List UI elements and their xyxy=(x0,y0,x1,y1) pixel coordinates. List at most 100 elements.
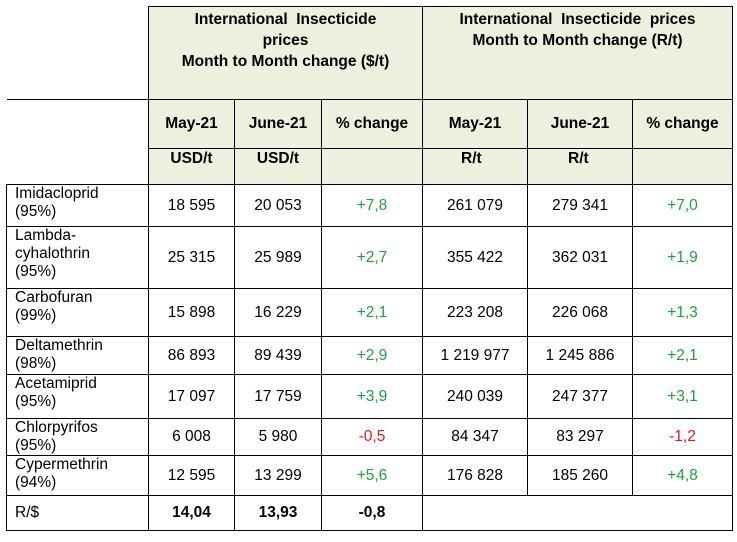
usd-june-price: 25 989 xyxy=(234,226,322,289)
product-name: Acetamiprid (95%) xyxy=(6,374,149,419)
zar-may-price: 1 219 977 xyxy=(422,336,528,375)
unit-zar-change xyxy=(632,148,733,185)
exchange-rate-row: R/$ 14,04 13,93 -0,8 xyxy=(6,495,733,531)
usd-june-price: 20 053 xyxy=(234,184,322,227)
usd-percent-change: +2,7 xyxy=(321,226,423,289)
col-header-zar-june: June-21 xyxy=(527,99,633,149)
product-name-line: Chlorpyrifos xyxy=(15,419,98,437)
unit-usd-change xyxy=(321,148,423,185)
usd-title-line1: International Insecticide xyxy=(194,11,377,28)
zar-title-line2: Month to Month change (R/t) xyxy=(472,32,683,49)
usd-prices-header: International Insecticide prices Month t… xyxy=(148,6,423,100)
table-row: Imidacloprid (95%) 18 595 20 053 +7,8 261 079… xyxy=(6,184,733,227)
zar-june-price: 279 341 xyxy=(527,184,633,227)
zar-may-price: 223 208 xyxy=(422,288,528,337)
product-name-line: Deltamethrin xyxy=(15,337,103,355)
zar-june-price: 247 377 xyxy=(527,374,633,419)
usd-percent-change: +5,6 xyxy=(321,455,423,496)
usd-percent-change: +3,9 xyxy=(321,374,423,419)
zar-percent-change: +1,3 xyxy=(632,288,733,337)
product-name: Cypermethrin (94%) xyxy=(6,455,149,496)
zar-june-price: 226 068 xyxy=(527,288,633,337)
usd-june-price: 16 229 xyxy=(234,288,322,337)
zar-percent-change: +7,0 xyxy=(632,184,733,227)
usd-percent-change: +2,9 xyxy=(321,336,423,375)
table-row: Chlorpyrifos (95%) 6 008 5 980 -0,5 84 347 83 … xyxy=(6,418,733,456)
product-name: Chlorpyrifos (95%) xyxy=(6,418,149,456)
usd-may-price: 12 595 xyxy=(148,455,235,496)
product-name-line: Imidacloprid xyxy=(15,185,99,203)
table-row: Lambda-cyhalothrin (95%) 25 315 25 989 +2,7 3… xyxy=(6,226,733,289)
table-row: Carbofuran (99%) 15 898 16 229 +2,1 223 208 22… xyxy=(6,288,733,337)
product-name-line: (94%) xyxy=(15,474,57,491)
product-name-line: Carbofuran xyxy=(15,289,93,307)
col-header-usd-may: May-21 xyxy=(148,99,235,149)
product-name-line: (95%) xyxy=(15,263,57,280)
unit-usd-june: USD/t xyxy=(234,148,322,185)
usd-june-price: 17 759 xyxy=(234,374,322,419)
zar-june-price: 185 260 xyxy=(527,455,633,496)
zar-may-price: 261 079 xyxy=(422,184,528,227)
product-name-line: Lambda- xyxy=(15,227,77,245)
zar-title-line1: International Insecticide prices xyxy=(459,11,696,28)
zar-percent-change: +3,1 xyxy=(632,374,733,419)
blank-corner xyxy=(6,6,149,100)
col-header-usd-june: June-21 xyxy=(234,99,322,149)
usd-may-price: 25 315 xyxy=(148,226,235,289)
product-name: Lambda-cyhalothrin (95%) xyxy=(6,226,149,289)
zar-percent-change: +1,9 xyxy=(632,226,733,289)
unit-zar-june: R/t xyxy=(527,148,633,185)
product-name-line: (95%) xyxy=(15,203,57,220)
unit-zar-may: R/t xyxy=(422,148,528,185)
exchange-rate-may: 14,04 xyxy=(148,495,235,531)
usd-june-price: 5 980 xyxy=(234,418,322,456)
exchange-rate-change: -0,8 xyxy=(321,495,423,531)
zar-june-price: 83 297 xyxy=(527,418,633,456)
table-row: Deltamethrin (98%) 86 893 89 439 +2,9 1 219 9… xyxy=(6,336,733,375)
zar-may-price: 240 039 xyxy=(422,374,528,419)
zar-prices-header: International Insecticide prices Month t… xyxy=(422,6,733,100)
product-name-line: (98%) xyxy=(15,355,57,372)
product-name: Deltamethrin (98%) xyxy=(6,336,149,375)
product-name-line: (95%) xyxy=(15,437,57,454)
table-row: Cypermethrin (94%) 12 595 13 299 +5,6 176 828… xyxy=(6,455,733,496)
usd-may-price: 18 595 xyxy=(148,184,235,227)
usd-may-price: 86 893 xyxy=(148,336,235,375)
product-name-line: cyhalothrin xyxy=(15,245,90,262)
usd-may-price: 17 097 xyxy=(148,374,235,419)
zar-may-price: 176 828 xyxy=(422,455,528,496)
product-name-line: Cypermethrin xyxy=(15,456,109,474)
exchange-rate-label: R/$ xyxy=(6,495,149,531)
col-header-usd-change: % change xyxy=(321,99,423,149)
product-name: Carbofuran (99%) xyxy=(6,288,149,337)
usd-june-price: 89 439 xyxy=(234,336,322,375)
blank-corner xyxy=(6,99,149,149)
blank-corner xyxy=(6,148,149,185)
usd-title-line3: Month to Month change ($/t) xyxy=(181,53,390,70)
usd-june-price: 13 299 xyxy=(234,455,322,496)
usd-percent-change: -0,5 xyxy=(321,418,423,456)
table-row: Acetamiprid (95%) 17 097 17 759 +3,9 240 039 2… xyxy=(6,374,733,419)
zar-may-price: 355 422 xyxy=(422,226,528,289)
product-name-line: (99%) xyxy=(15,307,57,324)
exchange-rate-blank xyxy=(422,495,733,531)
product-name-line: (95%) xyxy=(15,393,57,410)
col-header-zar-change: % change xyxy=(632,99,733,149)
usd-percent-change: +7,8 xyxy=(321,184,423,227)
zar-percent-change: +4,8 xyxy=(632,455,733,496)
zar-june-price: 362 031 xyxy=(527,226,633,289)
insecticide-price-table: International Insecticide prices Month t… xyxy=(6,6,733,531)
zar-may-price: 84 347 xyxy=(422,418,528,456)
usd-may-price: 15 898 xyxy=(148,288,235,337)
product-name: Imidacloprid (95%) xyxy=(6,184,149,227)
zar-june-price: 1 245 886 xyxy=(527,336,633,375)
usd-title-line2: prices xyxy=(262,32,309,49)
price-rows: Imidacloprid (95%) 18 595 20 053 +7,8 261 079… xyxy=(6,184,733,496)
usd-may-price: 6 008 xyxy=(148,418,235,456)
exchange-rate-june: 13,93 xyxy=(234,495,322,531)
zar-percent-change: +2,1 xyxy=(632,336,733,375)
product-name-line: Acetamiprid xyxy=(15,375,97,393)
unit-usd-may: USD/t xyxy=(148,148,235,185)
usd-percent-change: +2,1 xyxy=(321,288,423,337)
zar-percent-change: -1,2 xyxy=(632,418,733,456)
